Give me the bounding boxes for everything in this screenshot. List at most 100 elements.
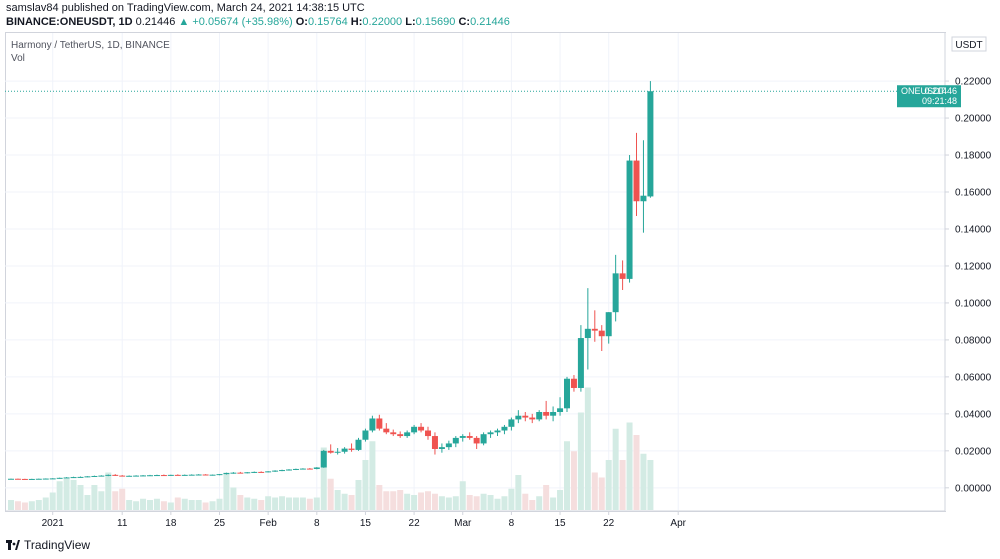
volume-bar xyxy=(306,498,313,510)
volume-bar xyxy=(452,496,459,510)
candle-body xyxy=(195,474,202,476)
low-value: 0.15690 xyxy=(415,16,456,28)
volume-bar xyxy=(431,493,438,510)
volume-bar xyxy=(160,501,167,510)
candle-body xyxy=(292,468,299,470)
candle-body xyxy=(431,436,438,449)
price-tick-label: 0.12000 xyxy=(955,261,992,272)
volume-bar xyxy=(598,477,605,510)
candle-body xyxy=(265,471,272,473)
volume-bar xyxy=(341,493,348,510)
candle-body xyxy=(383,428,390,433)
volume-bar xyxy=(640,453,647,510)
open-value: 0.15764 xyxy=(307,16,348,28)
price-tick-label: 0.18000 xyxy=(955,151,992,162)
candle-body xyxy=(251,471,258,473)
volume-bar xyxy=(473,496,480,510)
candle-body xyxy=(320,450,327,468)
time-tick-label: 8 xyxy=(509,518,515,529)
candle-body xyxy=(147,475,153,477)
volume-bar xyxy=(501,496,508,510)
footer-brand: TradingView xyxy=(24,538,91,552)
footer[interactable]: TradingView xyxy=(6,538,90,552)
volume-bar xyxy=(112,491,119,510)
volume-bar xyxy=(230,487,237,510)
candle-body xyxy=(564,378,570,409)
volume-bar xyxy=(174,497,181,510)
candle-body xyxy=(63,477,70,479)
volume-bar xyxy=(418,492,425,510)
volume-bar xyxy=(91,485,98,510)
tag-symbol: ONEUSDT xyxy=(901,86,946,96)
volume-bar xyxy=(494,498,501,510)
candle-body xyxy=(91,475,98,477)
volume-bar xyxy=(522,493,529,510)
candle-body xyxy=(411,426,418,433)
volume-bar xyxy=(209,501,216,510)
candle-body xyxy=(473,437,480,444)
currency-label: USDT xyxy=(955,40,982,51)
close-label: C: xyxy=(458,16,471,28)
candle-body xyxy=(70,477,77,479)
candle-body xyxy=(626,160,633,279)
candle-body xyxy=(14,478,21,480)
candle-body xyxy=(522,415,529,418)
symbol-name[interactable]: BINANCE:ONEUSDT, 1D xyxy=(6,16,133,28)
volume-bar xyxy=(70,480,77,510)
volume-bar xyxy=(459,481,466,510)
candle-body xyxy=(181,474,188,476)
up-arrow-icon: ▲ xyxy=(178,16,190,28)
candle-body xyxy=(543,412,550,416)
volume-bar xyxy=(404,493,411,510)
volume-bar xyxy=(35,500,42,510)
price-tick-label: 0.16000 xyxy=(955,188,992,199)
candle-body xyxy=(508,419,515,427)
volume-bar xyxy=(147,500,153,510)
time-tick-label: 15 xyxy=(360,518,372,529)
price-tick-label: 0.02000 xyxy=(955,446,992,457)
candle-body xyxy=(35,478,42,480)
price-tick-label: 0.22000 xyxy=(955,77,992,88)
volume-bar xyxy=(550,497,557,510)
volume-bar xyxy=(327,478,334,510)
candle-body xyxy=(404,432,411,437)
volume-bar xyxy=(348,495,355,510)
price-axis-ticks: 0.22000 0.20000 0.18000 0.16000 0.14000 0.120… xyxy=(945,77,992,494)
volume-bar xyxy=(133,501,140,510)
volume-bar xyxy=(299,497,306,510)
volume-bar xyxy=(515,475,522,510)
candle-body xyxy=(119,475,126,477)
volume-bar xyxy=(584,387,591,510)
candle-body xyxy=(153,475,160,477)
volume-bar xyxy=(445,497,452,510)
candle-body xyxy=(570,378,577,388)
time-tick-label: 11 xyxy=(117,518,128,529)
volume-bar xyxy=(647,460,654,510)
volume-bar xyxy=(84,495,91,510)
time-tick-label: Apr xyxy=(670,518,686,529)
candle-body xyxy=(487,432,494,435)
price-chart[interactable]: 0.22000 0.20000 0.18000 0.16000 0.14000 0.120… xyxy=(0,0,1000,535)
volume-bar xyxy=(216,498,223,510)
volume-bar xyxy=(244,497,251,510)
candle-body xyxy=(112,474,119,476)
volume-bar xyxy=(334,490,341,510)
candle-body xyxy=(42,478,49,480)
candle-body xyxy=(425,430,431,437)
low-label: L: xyxy=(405,16,416,28)
candle-body xyxy=(619,273,626,279)
candle-body xyxy=(584,328,591,339)
volume-bar xyxy=(466,495,473,510)
volume-bar xyxy=(265,496,272,510)
candle-body xyxy=(160,475,167,477)
time-tick-label: 18 xyxy=(165,518,177,529)
time-tick-label: Mar xyxy=(454,518,472,529)
candle-body xyxy=(105,474,112,476)
volume-bar xyxy=(397,490,404,510)
time-tick-label: 15 xyxy=(554,518,566,529)
grid-lines xyxy=(5,33,945,510)
candle-body xyxy=(577,338,584,388)
candle-body xyxy=(216,474,223,476)
price-tick-label: 0.06000 xyxy=(955,372,992,383)
volume-bar xyxy=(320,447,327,510)
